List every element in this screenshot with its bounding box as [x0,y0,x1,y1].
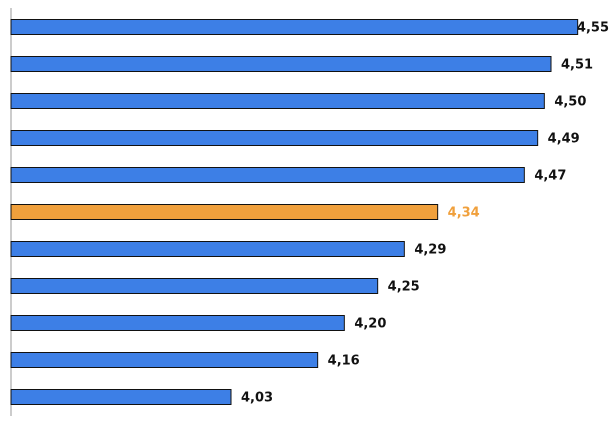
value-label: 4,50 [554,95,586,110]
bar [10,389,232,405]
value-label: 4,47 [534,169,566,184]
bar [10,352,319,368]
value-label: 4,03 [241,391,273,406]
bar [10,19,579,35]
bar [10,204,439,220]
bar [10,167,525,183]
value-label: 4,20 [354,317,386,332]
bar [10,241,405,257]
value-label: 4,29 [414,243,446,258]
bar [10,130,539,146]
value-label: 4,51 [561,58,593,73]
value-label: 4,34 [448,206,480,221]
bar [10,278,379,294]
bar [10,93,545,109]
value-label: 4,49 [548,132,580,147]
value-label: 4,25 [388,280,420,295]
bar [10,56,552,72]
value-label: 4,16 [328,354,360,369]
value-label: 4,55 [577,21,609,36]
bar [10,315,345,331]
